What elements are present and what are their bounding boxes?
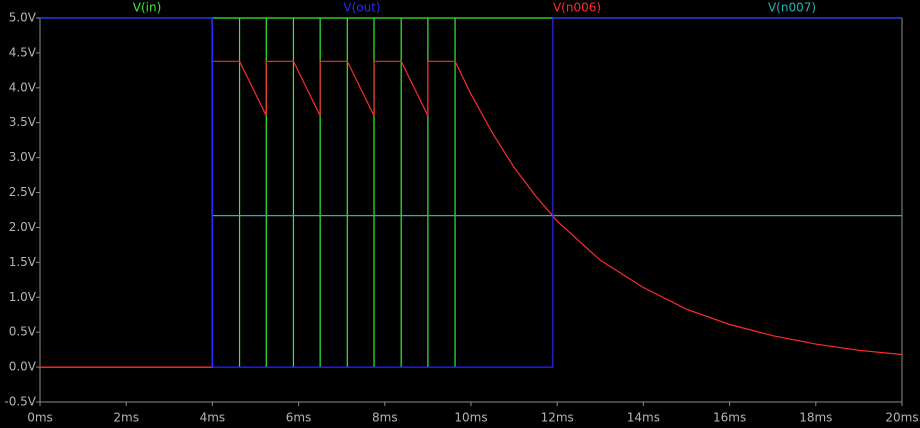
y-tick-label: 0.5V — [9, 325, 37, 339]
y-tick-label: 1.0V — [9, 290, 37, 304]
legend-label[interactable]: V(n007) — [768, 1, 816, 15]
trace — [40, 17, 902, 368]
y-tick-label: 5.0V — [9, 11, 37, 25]
y-tick-label: 4.5V — [9, 45, 37, 59]
x-tick-label: 20ms — [885, 411, 918, 425]
y-tick-label: 3.0V — [9, 150, 37, 164]
y-tick-label: 2.0V — [9, 220, 37, 234]
y-tick-label: -0.5V — [4, 395, 36, 409]
legend-label[interactable]: V(in) — [133, 1, 162, 15]
y-tick-label: 0.0V — [9, 360, 37, 374]
x-tick-label: 18ms — [799, 411, 832, 425]
y-tick-label: 2.5V — [9, 185, 37, 199]
legend-label[interactable]: V(out) — [343, 1, 380, 15]
x-tick-label: 6ms — [286, 411, 312, 425]
trace — [40, 60, 903, 368]
x-tick-label: 0ms — [27, 411, 53, 425]
x-tick-label: 10ms — [454, 411, 487, 425]
x-tick-label: 8ms — [372, 411, 398, 425]
y-tick-label: 3.5V — [9, 115, 37, 129]
y-tick-label: 4.0V — [9, 80, 37, 94]
legend-label[interactable]: V(n006) — [553, 1, 601, 15]
x-tick-label: 16ms — [713, 411, 746, 425]
x-tick-label: 12ms — [541, 411, 574, 425]
x-tick-label: 14ms — [627, 411, 660, 425]
x-tick-label: 2ms — [113, 411, 139, 425]
x-tick-label: 4ms — [200, 411, 226, 425]
y-tick-label: 1.5V — [9, 255, 37, 269]
